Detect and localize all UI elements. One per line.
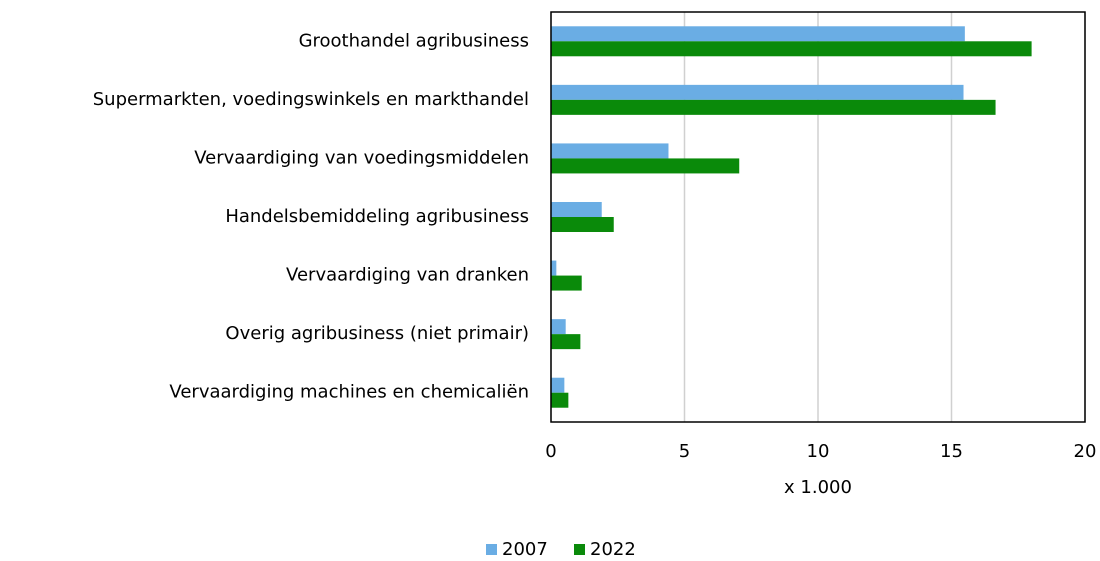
bar xyxy=(551,143,669,159)
x-tick-label: 20 xyxy=(1074,441,1097,462)
bar xyxy=(551,158,740,174)
y-tick-label: Groothandel agribusiness xyxy=(299,30,529,51)
x-tick-label: 15 xyxy=(940,441,963,462)
bar xyxy=(551,392,569,408)
y-tick-label: Vervaardiging machines en chemicaliën xyxy=(169,382,529,403)
bar xyxy=(551,275,582,291)
y-tick-label: Overig agribusiness (niet primair) xyxy=(225,323,529,344)
bar xyxy=(551,319,566,335)
x-tick-label: 10 xyxy=(807,441,830,462)
bar xyxy=(551,202,602,217)
y-tick-label: Vervaardiging van dranken xyxy=(286,265,529,286)
x-tick-label: 0 xyxy=(545,441,556,462)
y-tick-label: Handelsbemiddeling agribusiness xyxy=(225,206,529,227)
bar xyxy=(551,41,1032,57)
bar xyxy=(551,217,614,232)
x-tick-label: 5 xyxy=(679,441,690,462)
bar xyxy=(551,84,964,100)
bar xyxy=(551,377,565,393)
bar xyxy=(551,26,965,42)
legend-swatch xyxy=(574,544,585,555)
bar xyxy=(551,99,996,115)
plot-frame xyxy=(550,11,1086,423)
bar xyxy=(551,334,581,350)
legend-swatch xyxy=(486,544,497,555)
bar xyxy=(551,260,557,276)
legend-label: 2007 xyxy=(502,539,548,560)
y-tick-label: Vervaardiging van voedingsmiddelen xyxy=(194,147,529,168)
y-tick-label: Supermarkten, voedingswinkels en marktha… xyxy=(93,89,529,110)
x-axis-label: x 1.000 xyxy=(784,477,852,498)
legend-label: 2022 xyxy=(590,539,636,560)
